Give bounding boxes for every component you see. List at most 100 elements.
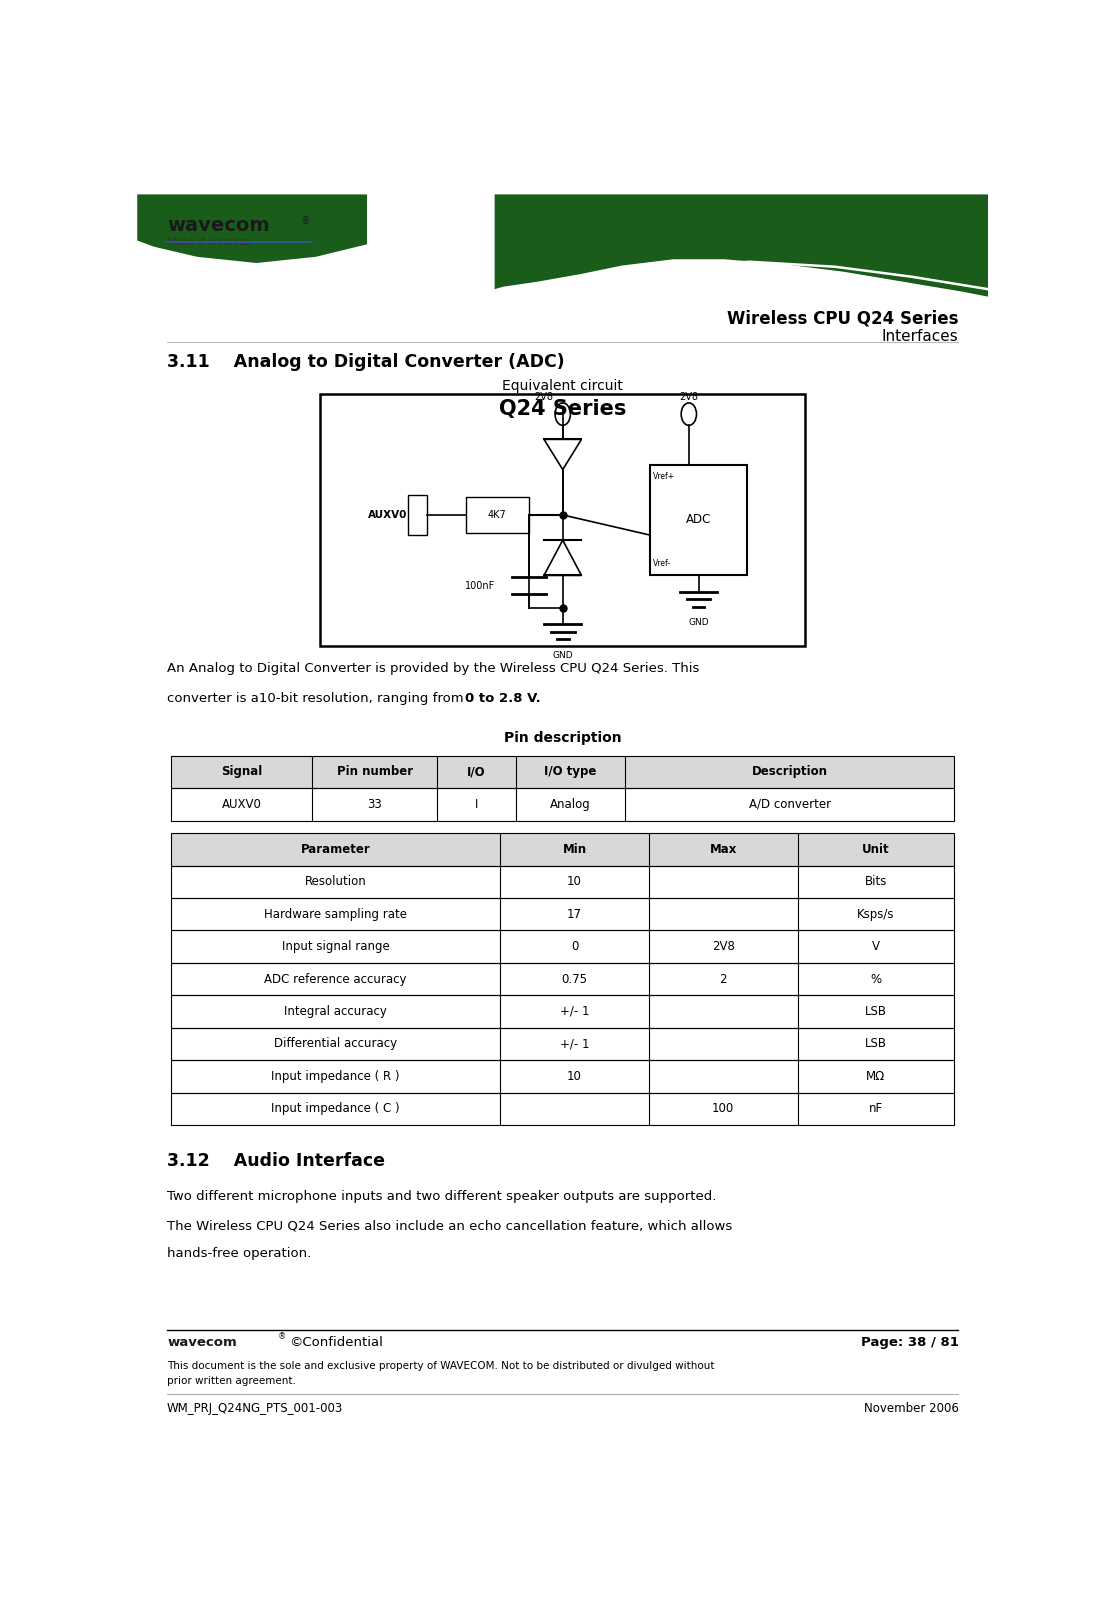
Text: Equivalent circuit: Equivalent circuit	[502, 379, 624, 394]
Text: Make it wireless: Make it wireless	[167, 237, 250, 246]
Text: 0: 0	[571, 940, 579, 953]
Bar	[171, 789, 954, 821]
Text: I/O: I/O	[468, 765, 486, 779]
Text: LSB: LSB	[865, 1037, 887, 1050]
Text: A/D converter: A/D converter	[749, 799, 831, 812]
Text: +/- 1: +/- 1	[560, 1004, 590, 1017]
Bar	[171, 1059, 954, 1092]
Text: Wireless CPU Q24 Series: Wireless CPU Q24 Series	[727, 309, 959, 327]
Text: 4K7: 4K7	[488, 510, 506, 520]
Text: Integral accuracy: Integral accuracy	[284, 1004, 388, 1017]
Text: Hardware sampling rate: Hardware sampling rate	[265, 907, 407, 920]
Text: Max: Max	[709, 842, 737, 855]
Text: Page: 38 / 81: Page: 38 / 81	[861, 1336, 959, 1349]
Bar	[171, 1092, 954, 1124]
Text: hands-free operation.: hands-free operation.	[167, 1247, 312, 1260]
Text: Parameter: Parameter	[301, 842, 370, 855]
Bar	[171, 757, 954, 789]
Bar	[171, 1027, 954, 1059]
Text: Vref+: Vref+	[652, 471, 674, 481]
Bar	[171, 897, 954, 930]
Text: Q24 Series: Q24 Series	[498, 399, 627, 420]
Text: 33: 33	[368, 799, 382, 812]
Text: Input signal range: Input signal range	[282, 940, 390, 953]
Text: 2V8: 2V8	[534, 392, 552, 402]
Text: LSB: LSB	[865, 1004, 887, 1017]
Text: %: %	[871, 972, 882, 985]
Polygon shape	[544, 439, 582, 470]
Text: MΩ: MΩ	[866, 1069, 885, 1082]
Text: 3.12    Audio Interface: 3.12 Audio Interface	[167, 1152, 385, 1170]
Bar	[171, 962, 954, 995]
Text: AUXV0: AUXV0	[368, 510, 407, 520]
Bar	[171, 789, 954, 821]
Text: Input impedance ( R ): Input impedance ( R )	[271, 1069, 400, 1082]
Text: ADC: ADC	[686, 514, 712, 526]
Text: 17: 17	[567, 907, 582, 920]
Text: Ksps/s: Ksps/s	[858, 907, 895, 920]
Text: 100nF: 100nF	[464, 580, 495, 591]
Text: prior written agreement.: prior written agreement.	[167, 1375, 295, 1385]
Bar	[171, 833, 954, 865]
Text: 2V8: 2V8	[712, 940, 735, 953]
Text: 0 to 2.8 V.: 0 to 2.8 V.	[464, 692, 540, 705]
Bar	[137, 194, 988, 296]
Bar	[171, 757, 954, 789]
Text: ADC reference accuracy: ADC reference accuracy	[265, 972, 407, 985]
Bar	[171, 1092, 954, 1124]
Text: ©Confidential: ©Confidential	[289, 1336, 382, 1349]
Text: Differential accuracy: Differential accuracy	[274, 1037, 397, 1050]
Polygon shape	[137, 194, 367, 262]
Text: The Wireless CPU Q24 Series also include an echo cancellation feature, which all: The Wireless CPU Q24 Series also include…	[167, 1220, 732, 1233]
Text: WM_PRJ_Q24NG_PTS_001-003: WM_PRJ_Q24NG_PTS_001-003	[167, 1401, 344, 1414]
Text: +/- 1: +/- 1	[560, 1037, 590, 1050]
Text: I/O type: I/O type	[545, 765, 596, 779]
Text: ®: ®	[301, 215, 311, 225]
Bar	[171, 962, 954, 995]
Text: This document is the sole and exclusive property of WAVECOM. Not to be distribut: This document is the sole and exclusive …	[167, 1361, 715, 1371]
Text: Signal: Signal	[221, 765, 262, 779]
Bar	[171, 995, 954, 1027]
Text: Interfaces: Interfaces	[882, 329, 959, 343]
Text: wavecom: wavecom	[167, 1336, 237, 1349]
Polygon shape	[544, 539, 582, 575]
Text: Electrical Characteristics: Electrical Characteristics	[466, 810, 660, 825]
Text: Pin number: Pin number	[337, 765, 413, 779]
Bar	[466, 497, 529, 533]
Bar	[171, 897, 954, 930]
Text: Resolution: Resolution	[305, 875, 367, 888]
Text: An Analog to Digital Converter is provided by the Wireless CPU Q24 Series. This: An Analog to Digital Converter is provid…	[167, 663, 699, 676]
Text: AUXV0: AUXV0	[222, 799, 261, 812]
Text: 100: 100	[713, 1102, 735, 1115]
Bar	[171, 930, 954, 962]
Bar	[171, 1027, 954, 1059]
Text: 3.11    Analog to Digital Converter (ADC): 3.11 Analog to Digital Converter (ADC)	[167, 353, 564, 371]
Bar	[171, 865, 954, 897]
Text: Bits: Bits	[865, 875, 887, 888]
Text: November 2006: November 2006	[863, 1401, 959, 1414]
Text: GND: GND	[552, 651, 573, 659]
Text: Analog: Analog	[550, 799, 591, 812]
Text: Min: Min	[562, 842, 586, 855]
Bar	[171, 930, 954, 962]
Text: Two different microphone inputs and two different speaker outputs are supported.: Two different microphone inputs and two …	[167, 1189, 716, 1202]
Text: Vref-: Vref-	[652, 559, 671, 569]
Text: V: V	[872, 940, 879, 953]
Text: 10: 10	[567, 875, 582, 888]
Text: GND: GND	[688, 617, 709, 627]
Bar	[171, 865, 954, 897]
Polygon shape	[494, 194, 988, 296]
Bar	[171, 833, 954, 865]
Text: Pin description: Pin description	[504, 731, 621, 745]
Text: 2V8: 2V8	[680, 392, 698, 402]
Text: 10: 10	[567, 1069, 582, 1082]
Bar	[650, 465, 747, 575]
Bar	[171, 1059, 954, 1092]
Bar	[171, 995, 954, 1027]
Text: 0.75: 0.75	[561, 972, 587, 985]
Bar	[321, 394, 805, 646]
Text: Input impedance ( C ): Input impedance ( C )	[271, 1102, 400, 1115]
Text: converter is a10-bit resolution, ranging from: converter is a10-bit resolution, ranging…	[167, 692, 468, 705]
Text: nF: nF	[869, 1102, 883, 1115]
Text: 2: 2	[719, 972, 727, 985]
